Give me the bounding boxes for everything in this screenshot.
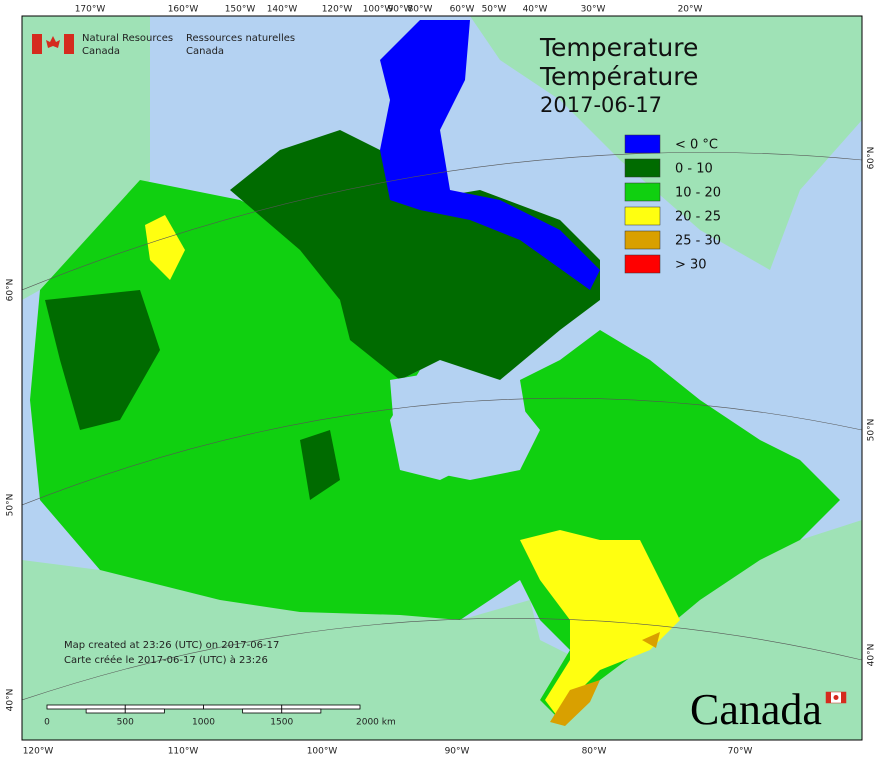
hudson-bay	[390, 370, 540, 480]
map-frame	[21, 15, 863, 741]
maple-leaf	[833, 695, 839, 700]
region-cool-west	[45, 290, 160, 430]
graticule-lines	[22, 152, 862, 701]
flag-bar	[841, 692, 846, 703]
scale-label: 0	[44, 718, 50, 728]
longitude-label: 70°W	[728, 747, 753, 757]
longitude-label: 140°W	[267, 5, 298, 15]
greenland	[470, 16, 862, 270]
longitude-label: 160°W	[168, 5, 199, 15]
legend-swatch	[624, 182, 661, 202]
legend: < 0 °C 0 - 10 10 - 20 20 - 25 25 - 30 > 30	[624, 134, 721, 274]
scale-segment	[203, 704, 283, 710]
longitude-label: 60°W	[450, 5, 475, 15]
region-cool-prairie	[300, 430, 340, 500]
scale-segment	[242, 708, 283, 714]
agency-fr: Ressources naturelles	[186, 33, 295, 44]
legend-label: 10 - 20	[675, 186, 721, 201]
united-states	[22, 520, 862, 740]
longitude-label: 20°W	[678, 5, 703, 15]
region-warm-east	[520, 530, 680, 720]
graticule-labels: 170°W 160°W 150°W 140°W 120°W 100°W90°W80°W 60…	[6, 5, 877, 757]
title-fr: Température	[539, 62, 698, 91]
latitude-label: 40°N	[867, 644, 877, 667]
region-cool-arctic	[230, 130, 600, 380]
agency-fr: Canada	[186, 46, 224, 57]
latitude-label: 50°N	[867, 419, 877, 442]
latitude-label: 50°N	[6, 494, 16, 517]
scale-label: 1000	[192, 718, 215, 728]
flag-bar	[826, 692, 831, 703]
longitude-label: 110°W	[168, 747, 199, 757]
map-body	[22, 16, 862, 740]
scale-segment	[281, 708, 322, 714]
scale-label: 1500	[270, 718, 293, 728]
alaska	[22, 16, 150, 300]
title-en: Temperature	[539, 33, 698, 62]
legend-swatch	[624, 254, 661, 274]
longitude-label: 170°W	[75, 5, 106, 15]
scale-label: 500	[117, 718, 134, 728]
longitude-label: 100°W	[363, 5, 394, 15]
longitude-label: 100°W	[307, 747, 338, 757]
longitude-label: 120°W	[23, 747, 54, 757]
canada-wordmark: Canada	[690, 685, 847, 734]
longitude-label: 120°W	[322, 5, 353, 15]
legend-label: 25 - 30	[675, 234, 721, 249]
legend-label: > 30	[675, 258, 707, 273]
longitude-label: 30°W	[581, 5, 606, 15]
region-warm-north	[145, 215, 185, 280]
legend-label: 0 - 10	[675, 162, 713, 177]
longitude-label: 90°W	[388, 5, 413, 15]
scale-segment	[124, 704, 204, 710]
legend-swatch	[624, 230, 661, 250]
legend-swatch	[624, 206, 661, 226]
nrcan-signature: Natural Resources Canada Ressources natu…	[32, 33, 295, 57]
legend-swatch	[624, 134, 661, 154]
longitude-label: 80°W	[582, 747, 607, 757]
scale-segment	[85, 708, 126, 714]
longitude-label: 40°W	[523, 5, 548, 15]
agency-en: Natural Resources	[82, 33, 173, 44]
flag-bar	[32, 34, 42, 54]
agency-en: Canada	[82, 46, 120, 57]
scale-bar: 0 500 1000 1500 2000 km	[44, 704, 396, 728]
scale-segment	[281, 704, 361, 710]
title-date: 2017-06-17	[540, 93, 662, 117]
region-hot	[550, 632, 660, 726]
scale-segment	[124, 708, 165, 714]
legend-swatch	[624, 158, 661, 178]
latitude-label: 60°N	[6, 279, 16, 302]
region-cold	[380, 20, 600, 290]
flag-bar	[64, 34, 74, 54]
credit-en: Map created at 23:26 (UTC) on 2017-06-17	[64, 640, 279, 651]
longitude-label: 80°W	[408, 5, 433, 15]
legend-label: < 0 °C	[675, 138, 718, 153]
latitude-label: 60°N	[867, 147, 877, 170]
longitude-label: 50°W	[482, 5, 507, 15]
longitude-label: 150°W	[225, 5, 256, 15]
scale-label: 2000 km	[356, 718, 396, 728]
latitude-label: 40°N	[6, 689, 16, 712]
longitude-label: 90°W	[445, 747, 470, 757]
scale-segment	[46, 704, 126, 710]
legend-label: 20 - 25	[675, 210, 721, 225]
wordmark: Canada	[690, 685, 822, 734]
credit-fr: Carte créée le 2017-06-17 (UTC) à 23:26	[64, 654, 268, 666]
maple-leaf	[46, 36, 60, 48]
